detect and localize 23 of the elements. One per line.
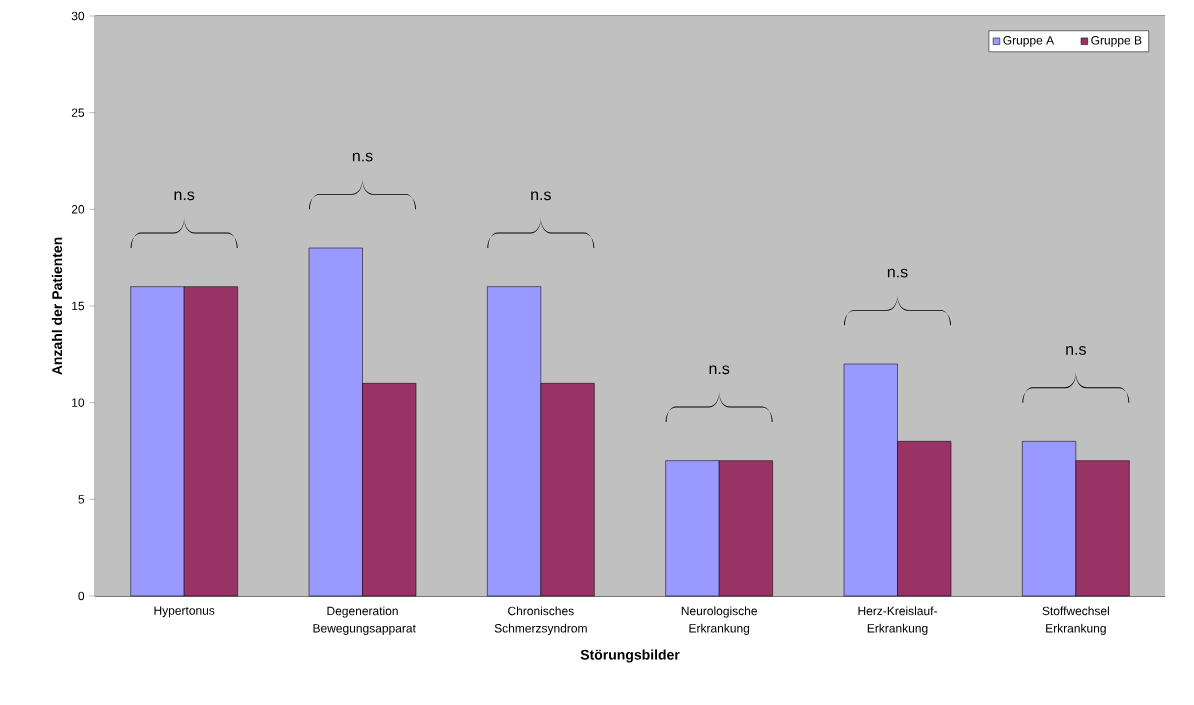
annotation: n.s — [531, 191, 551, 201]
annotation: n.s — [709, 365, 730, 375]
y-tick-label: 5 — [78, 495, 85, 504]
y-tick-label: 30 — [71, 11, 85, 21]
y-tick-label: 25 — [71, 108, 85, 117]
annotation: n.s — [1066, 346, 1086, 355]
x-axis-title: Störungsbilder — [580, 649, 680, 663]
legend-label: Gruppe A — [1003, 36, 1055, 47]
annotation: n.s — [174, 191, 195, 201]
annotation: n.s — [887, 268, 908, 278]
x-tick-label: Chronisches Schmerzsyndrom — [494, 606, 587, 635]
x-tick-label: Stoffwechsel Erkrankung — [1042, 606, 1109, 635]
y-tick-label: 0 — [78, 591, 85, 601]
annotation: n.s — [352, 152, 373, 162]
x-tick-label: Degeneration Bewegungsapparat — [313, 606, 416, 635]
x-tick-label: Herz-Kreislauf-Erkrankung — [858, 606, 937, 635]
legend-label: Gruppe B — [1091, 36, 1142, 47]
y-axis-title: Anzahl der Patienten — [51, 237, 63, 375]
y-tick-label: 20 — [71, 205, 85, 214]
x-tick-label: Neurologische Erkrankung — [681, 606, 757, 635]
y-tick-label: 10 — [72, 398, 85, 407]
x-tick-label: Hypertonus — [154, 606, 215, 618]
y-tick-label: 15 — [72, 301, 85, 311]
